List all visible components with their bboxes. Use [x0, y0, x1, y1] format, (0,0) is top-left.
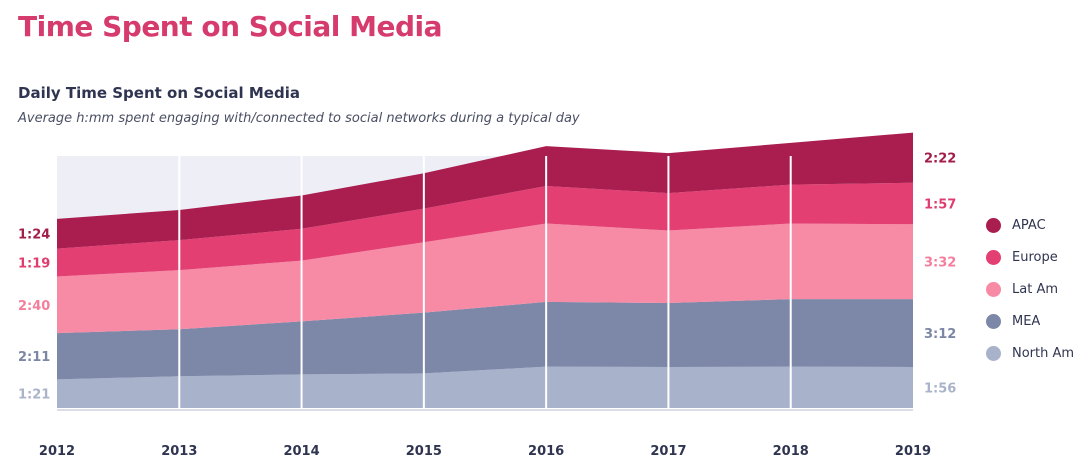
start-value-label: 1:21 — [18, 388, 50, 403]
legend-item: Europe — [986, 241, 1074, 273]
end-value-label: 1:56 — [924, 382, 956, 397]
x-tick-label: 2017 — [650, 444, 686, 459]
end-value-label: 1:57 — [924, 198, 956, 213]
x-tick-label: 2013 — [161, 444, 197, 459]
x-tick-label: 2016 — [528, 444, 564, 459]
legend-swatch — [986, 313, 1001, 329]
x-tick-label: 2014 — [283, 444, 319, 459]
x-tick-label: 2019 — [895, 444, 931, 459]
end-value-label: 3:12 — [924, 327, 956, 342]
chart-title: Daily Time Spent on Social Media — [18, 84, 300, 102]
legend-item: Lat Am — [986, 273, 1074, 305]
legend-swatch — [986, 345, 1001, 361]
start-value-label: 1:19 — [18, 257, 50, 272]
legend-swatch — [986, 281, 1001, 297]
area-apac — [57, 132, 913, 249]
legend-label: MEA — [1012, 313, 1041, 329]
start-value-label: 2:11 — [18, 350, 50, 365]
end-value-label: 2:22 — [924, 152, 956, 167]
area-europe — [57, 182, 913, 277]
legend-label: Europe — [1012, 249, 1058, 265]
area-lat-am — [57, 223, 913, 334]
area-mea — [57, 299, 913, 380]
start-value-label: 2:40 — [18, 299, 50, 314]
legend-label: North Am — [1012, 345, 1075, 361]
chart-subtitle: Average h:mm spent engaging with/connect… — [18, 111, 580, 126]
page-title: Time Spent on Social Media — [18, 10, 443, 43]
area-north-am — [57, 366, 913, 408]
x-tick-label: 2018 — [773, 444, 809, 459]
legend-swatch — [986, 249, 1001, 265]
legend-item: APAC — [986, 209, 1074, 241]
legend-label: Lat Am — [1012, 281, 1058, 297]
x-tick-label: 2015 — [406, 444, 442, 459]
chart-legend: APAC Europe Lat Am MEA North Am — [986, 209, 1074, 369]
legend-item: North Am — [986, 337, 1074, 369]
start-value-label: 1:24 — [18, 228, 50, 243]
end-value-label: 3:32 — [924, 256, 956, 271]
legend-label: APAC — [1012, 217, 1046, 233]
legend-swatch — [986, 217, 1001, 233]
legend-item: MEA — [986, 305, 1074, 337]
x-tick-label: 2012 — [39, 444, 75, 459]
